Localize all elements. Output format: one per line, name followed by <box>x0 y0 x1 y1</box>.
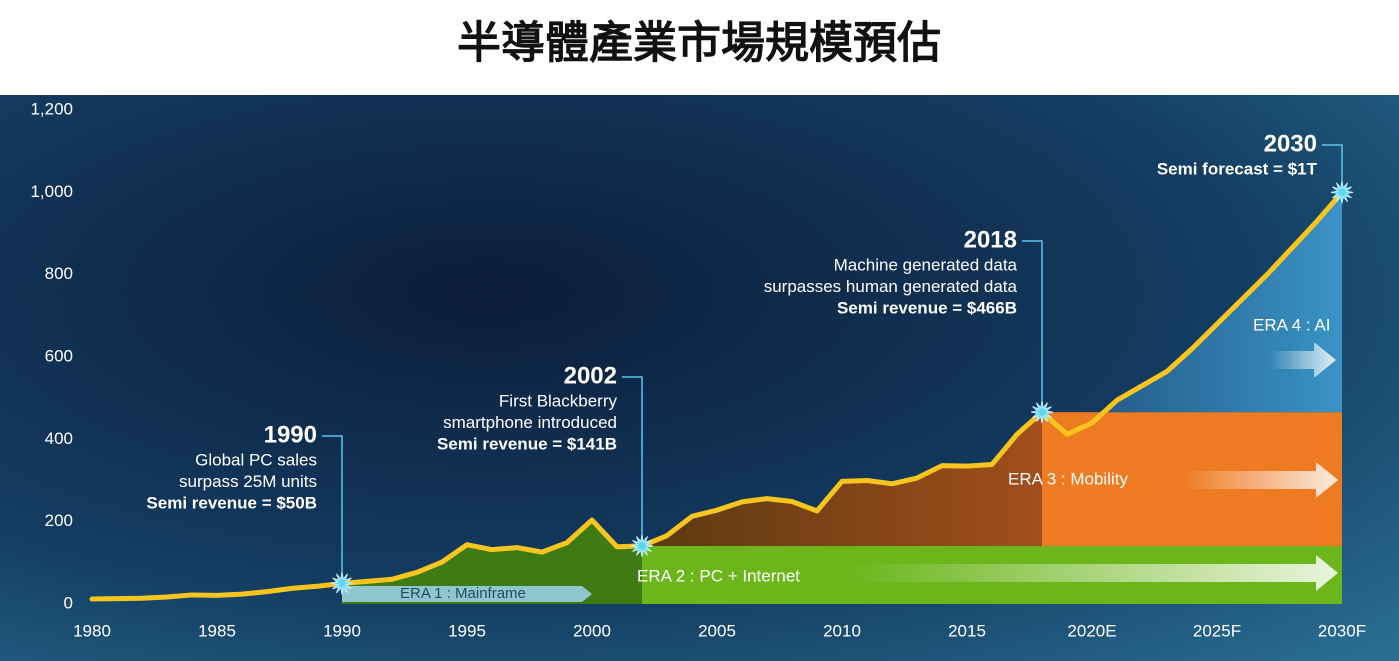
annotation-year: 1990 <box>264 421 317 448</box>
x-tick-label: 2025F <box>1193 621 1241 640</box>
annotation-text: First Blackberry <box>499 391 618 410</box>
x-tick-label: 2010 <box>823 621 861 640</box>
x-tick-label: 2020E <box>1067 621 1116 640</box>
x-tick-label: 1985 <box>198 621 236 640</box>
leader-line <box>322 435 343 584</box>
chart-title: 半導體產業市場規模預估 <box>457 19 941 68</box>
era-label: ERA 2 : PC + Internet <box>637 566 800 585</box>
era-arrow <box>850 555 1338 591</box>
y-tick-label: 0 <box>64 593 73 612</box>
annotation-year: 2030 <box>1264 130 1317 157</box>
era-label: ERA 4 : AI <box>1253 315 1331 334</box>
milestone-marker <box>330 572 354 595</box>
leader-line <box>622 376 643 546</box>
era-label: ERA 3 : Mobility <box>1008 469 1128 488</box>
y-tick-label: 1,200 <box>30 99 73 118</box>
annotation-highlight: Semi revenue = $466B <box>837 298 1017 317</box>
annotation-highlight: Semi revenue = $141B <box>437 434 617 453</box>
annotation-text: smartphone introduced <box>443 413 617 432</box>
y-tick-label: 800 <box>45 264 73 283</box>
era-label: ERA 1 : Mainframe <box>400 585 526 602</box>
x-tick-label: 2005 <box>698 621 736 640</box>
x-tick-label: 1995 <box>448 621 486 640</box>
era-arrow <box>1180 462 1338 498</box>
milestone-marker <box>630 534 654 558</box>
milestone-marker <box>1030 401 1054 424</box>
x-tick-label: 2030F <box>1318 621 1366 640</box>
annotation-year: 2018 <box>964 226 1017 253</box>
annotation-highlight: Semi revenue = $50B <box>146 493 317 512</box>
annotation-text: surpass 25M units <box>179 472 317 491</box>
annotation-text: Machine generated data <box>834 255 1018 274</box>
y-tick-label: 400 <box>45 429 73 448</box>
foreground: ERA 1 : Mainframe ERA 2 : PC + Internet ER… <box>30 99 1366 640</box>
era-arrow <box>342 586 592 602</box>
annotation-text: Global PC sales <box>195 450 317 469</box>
y-tick-label: 600 <box>45 346 73 365</box>
x-tick-label: 2000 <box>573 621 611 640</box>
annotation-text: surpasses human generated data <box>764 277 1018 296</box>
leader-line <box>1322 144 1343 193</box>
annotation-highlight: Semi forecast = $1T <box>1157 159 1318 178</box>
data-line <box>89 189 1345 602</box>
milestone-marker <box>1330 181 1354 204</box>
x-tick-label: 2015 <box>948 621 986 640</box>
annotation-year: 2002 <box>564 362 617 389</box>
x-tick-label: 1990 <box>323 621 361 640</box>
leader-line <box>1022 240 1043 413</box>
x-tick-label: 1980 <box>73 621 111 640</box>
header <box>0 0 1399 95</box>
era-arrow <box>1270 342 1336 378</box>
y-tick-label: 1,000 <box>30 182 73 201</box>
y-tick-label: 200 <box>45 511 73 530</box>
